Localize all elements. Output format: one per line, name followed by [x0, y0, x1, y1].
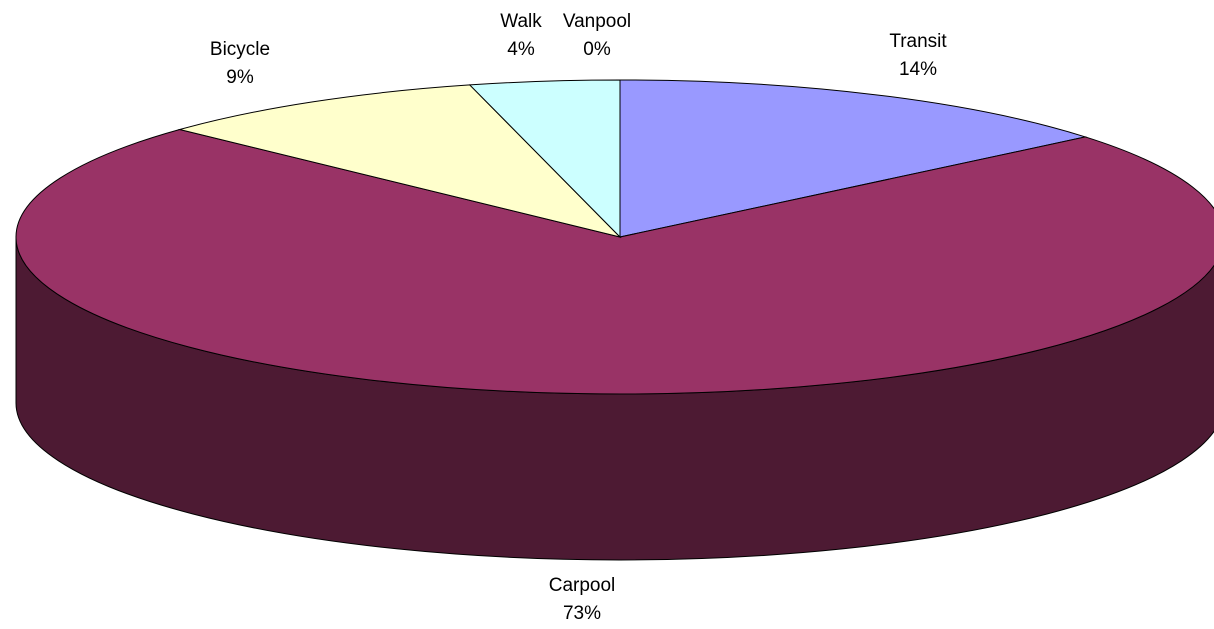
pie-slice: [177, 84, 622, 238]
slice-label: Carpool: [549, 575, 616, 596]
pie-slice: [619, 79, 1088, 238]
pie-slice: [15, 129, 1214, 395]
slice-label: Vanpool: [563, 11, 631, 32]
slice-value-label: 73%: [563, 603, 601, 624]
slice-label: Bicycle: [210, 39, 270, 60]
slice-label: Walk: [500, 11, 542, 32]
slice-value-label: 4%: [507, 39, 535, 60]
slice-value-label: 0%: [583, 39, 611, 60]
slice-value-label: 9%: [226, 67, 254, 88]
slice-value-label: 14%: [899, 59, 937, 80]
slice-label: Transit: [889, 31, 947, 52]
